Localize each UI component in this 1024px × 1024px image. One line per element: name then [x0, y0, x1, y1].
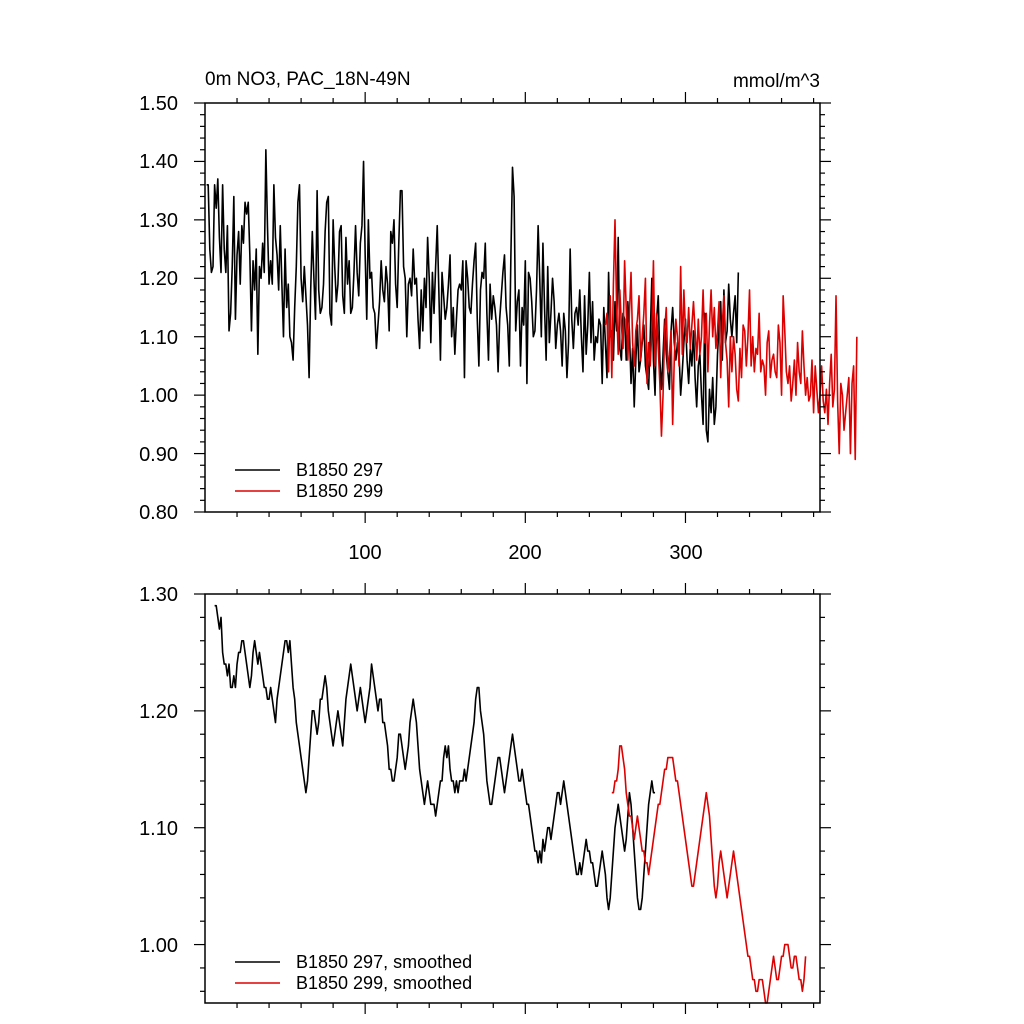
legend-label: B1850 297, smoothed — [296, 952, 472, 972]
y-tick-label: 0.80 — [139, 502, 178, 524]
top-y-tick-labels: 1.50 1.40 1.30 1.20 1.10 1.00 0.90 0.80 — [139, 93, 178, 524]
bottom-panel-series — [214, 604, 807, 1004]
y-tick-label: 1.10 — [139, 818, 178, 840]
y-tick-label: 1.20 — [139, 268, 178, 290]
legend-label: B1850 299, smoothed — [296, 973, 472, 993]
x-tick-label: 100 — [348, 542, 381, 564]
chart-title: 0m NO3, PAC_18N-49N — [205, 69, 411, 90]
legend-label: B1850 299 — [296, 481, 383, 501]
y-tick-label: 1.10 — [139, 327, 178, 349]
y-tick-label: 1.50 — [139, 93, 178, 115]
top-series-line-1 — [206, 148, 740, 443]
top-panel-ticks — [194, 92, 831, 523]
top-legend: B1850 297 B1850 299 — [235, 460, 383, 501]
bottom-series-line-2 — [611, 745, 807, 1004]
top-panel-series — [206, 148, 858, 461]
y-tick-label: 1.20 — [139, 701, 178, 723]
y-tick-label: 1.30 — [139, 210, 178, 232]
y-tick-label: 1.00 — [139, 935, 178, 957]
bottom-legend: B1850 297, smoothed B1850 299, smoothed — [235, 952, 472, 993]
bottom-plot-frame — [204, 593, 821, 1004]
bottom-panel-ticks — [194, 583, 831, 1014]
x-tick-label: 200 — [508, 542, 541, 564]
x-tick-label: 300 — [669, 542, 702, 564]
bottom-series-line-1 — [214, 604, 656, 911]
top-panel: 0m NO3, PAC_18N-49N mmol/m^3 1.50 1.40 1… — [139, 69, 858, 564]
legend-label: B1850 297 — [296, 460, 383, 480]
top-plot-frame — [204, 102, 821, 513]
y-tick-label: 1.30 — [139, 584, 178, 606]
y-tick-label: 1.40 — [139, 151, 178, 173]
top-x-tick-labels: 100 200 300 — [348, 542, 702, 564]
bottom-panel: 1.30 1.20 1.10 1.00 B1850 297, smoothed … — [139, 583, 831, 1014]
y-tick-label: 1.00 — [139, 385, 178, 407]
y-tick-label: 0.90 — [139, 444, 178, 466]
units-label: mmol/m^3 — [733, 71, 820, 92]
bottom-y-tick-labels: 1.30 1.20 1.10 1.00 — [139, 584, 178, 957]
top-series-line-2 — [604, 219, 858, 461]
